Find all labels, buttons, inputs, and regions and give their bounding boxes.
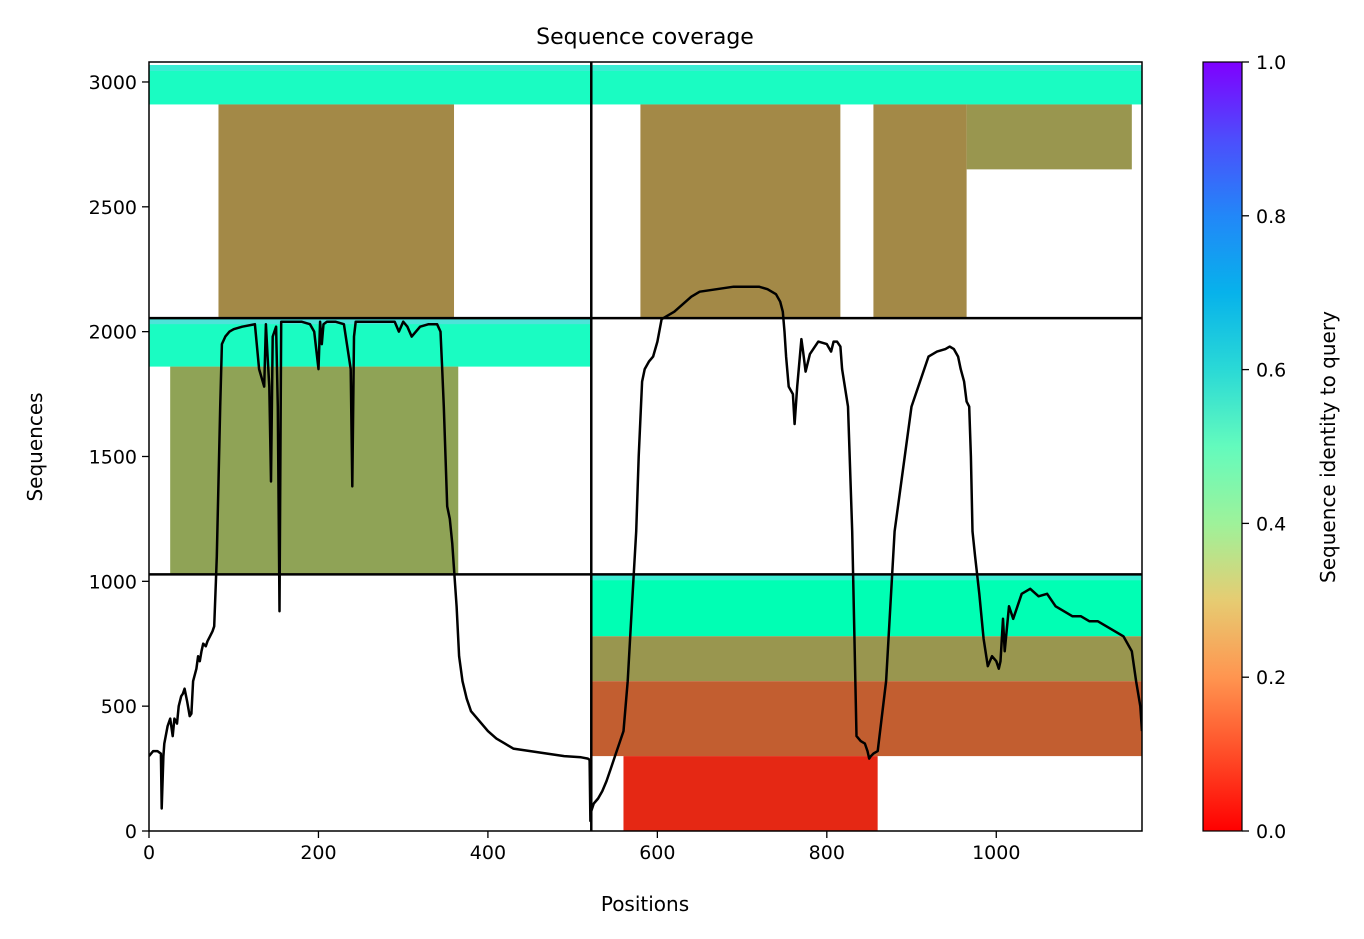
plot-frame [148, 61, 1143, 832]
y-axis: 0 500 1000 1500 2000 2500 3000 [89, 72, 149, 843]
x-tick-label: 400 [470, 842, 506, 864]
msa-band [149, 64, 592, 105]
y-tick-label: 2000 [89, 322, 137, 344]
colorbar-gradient [1202, 61, 1243, 832]
msa-band [873, 104, 967, 319]
msa-block-3 [591, 574, 1142, 831]
msa-top-strip [149, 64, 592, 71]
msa-top-strip [591, 574, 1142, 581]
msa-block-1 [591, 64, 1142, 319]
msa-heatmap [149, 64, 1142, 831]
msa-band [591, 574, 1142, 637]
coverage-line [149, 285, 1142, 823]
x-tick-label: 0 [143, 842, 155, 864]
x-tick-label: 600 [639, 842, 675, 864]
colorbar: 0.0 0.2 0.4 0.6 0.8 1.0 Sequence identity to … [1202, 52, 1340, 843]
msa-block-0 [149, 64, 592, 319]
y-tick-label: 1000 [89, 571, 137, 593]
msa-band [218, 104, 455, 319]
msa-band [149, 318, 592, 367]
msa-band [640, 104, 841, 319]
colorbar-tick-label: 1.0 [1256, 52, 1286, 74]
msa-band [170, 366, 459, 575]
colorbar-label: Sequence identity to query [1316, 311, 1340, 583]
y-tick-label: 0 [125, 821, 137, 843]
y-tick-label: 1500 [89, 446, 137, 468]
colorbar-ticks: 0.0 0.2 0.4 0.6 0.8 1.0 [1242, 52, 1286, 843]
colorbar-tick-label: 0.8 [1256, 206, 1286, 228]
msa-band [591, 64, 1142, 105]
x-axis: 0 200 400 600 800 1000 [143, 831, 1020, 864]
chart-title: Sequence coverage [536, 25, 754, 50]
y-axis-label: Sequences [23, 392, 47, 501]
y-tick-label: 3000 [89, 72, 137, 94]
colorbar-tick-label: 0.0 [1256, 821, 1286, 843]
msa-top-strip [591, 64, 1142, 71]
y-tick-label: 2500 [89, 197, 137, 219]
msa-block-2 [149, 318, 592, 575]
msa-band [623, 756, 878, 831]
msa-band [966, 104, 1132, 170]
colorbar-tick-label: 0.6 [1256, 360, 1286, 382]
msa-band [591, 636, 1142, 682]
msa-band [591, 681, 1142, 757]
colorbar-tick-label: 0.2 [1256, 667, 1286, 689]
x-tick-label: 200 [300, 842, 336, 864]
x-tick-label: 1000 [972, 842, 1020, 864]
x-axis-label: Positions [601, 892, 689, 916]
colorbar-tick-label: 0.4 [1256, 513, 1286, 535]
x-tick-label: 800 [809, 842, 845, 864]
y-tick-label: 500 [101, 696, 137, 718]
